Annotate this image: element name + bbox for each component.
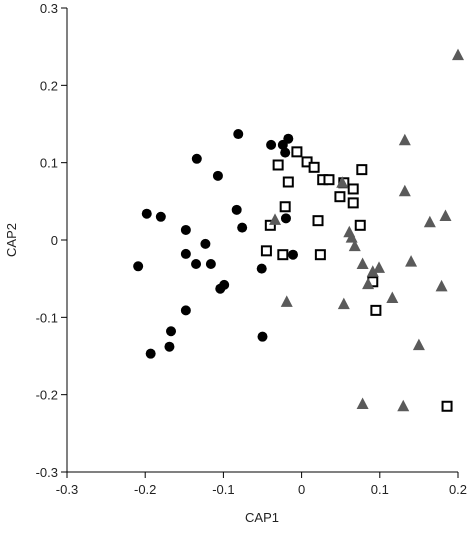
point (308, 161, 320, 173)
point (166, 326, 177, 337)
point (347, 197, 359, 209)
x-axis-label: CAP1 (245, 510, 279, 525)
point (164, 341, 175, 352)
point (280, 147, 291, 158)
y-tick-label: -0.1 (36, 310, 58, 325)
point (133, 261, 144, 272)
y-tick-label: 0.2 (40, 78, 58, 93)
point (180, 224, 191, 235)
point (180, 248, 191, 259)
x-tick-label: -0.3 (56, 482, 78, 497)
point (264, 219, 276, 231)
point (336, 176, 349, 188)
point (231, 204, 242, 215)
point (191, 258, 202, 269)
point (397, 399, 410, 412)
point (452, 48, 464, 61)
point (348, 239, 361, 252)
point (257, 331, 268, 342)
y-tick-label: 0.1 (40, 156, 58, 171)
point (370, 304, 382, 316)
point (386, 291, 399, 303)
x-tick-label: -0.1 (212, 482, 234, 497)
y-axis-label: CAP2 (4, 223, 19, 257)
point (233, 129, 244, 140)
point (362, 277, 375, 290)
point (423, 215, 436, 228)
x-tick-label: 0.1 (371, 482, 389, 497)
point (237, 222, 248, 233)
y-tick-label: -0.2 (36, 388, 58, 403)
point (287, 249, 298, 260)
point (405, 255, 418, 267)
point (205, 258, 216, 269)
point (412, 338, 425, 351)
point (314, 249, 326, 261)
point (398, 133, 411, 146)
point (212, 170, 223, 181)
point (145, 348, 156, 359)
point (337, 297, 350, 310)
point (141, 208, 152, 219)
point (280, 295, 293, 307)
y-tick-label: 0 (51, 233, 58, 248)
point (291, 146, 303, 158)
point (347, 183, 359, 195)
point (345, 231, 358, 243)
point (277, 249, 289, 261)
point (191, 153, 202, 164)
point (283, 133, 294, 144)
point (200, 238, 211, 249)
point (356, 397, 369, 409)
point (366, 265, 379, 277)
y-tick-label: 0.3 (40, 1, 58, 16)
point (155, 211, 166, 222)
point (269, 213, 282, 225)
point (280, 213, 291, 224)
point (260, 245, 272, 257)
point (373, 261, 386, 273)
point (279, 201, 291, 213)
point (356, 164, 368, 176)
point (435, 279, 448, 292)
point (272, 159, 284, 171)
point (266, 139, 277, 150)
point (323, 174, 335, 186)
point (312, 215, 324, 227)
point (215, 283, 226, 294)
point (256, 263, 267, 274)
y-tick-label: -0.3 (36, 465, 58, 480)
point (334, 191, 346, 203)
point (354, 219, 366, 231)
point (398, 184, 411, 197)
point (356, 257, 369, 269)
point (439, 209, 452, 222)
point (180, 305, 191, 316)
x-tick-label: -0.2 (134, 482, 156, 497)
point (441, 400, 453, 412)
x-tick-label: 0.2 (449, 482, 467, 497)
x-tick-label: 0 (298, 482, 305, 497)
point (282, 176, 294, 188)
